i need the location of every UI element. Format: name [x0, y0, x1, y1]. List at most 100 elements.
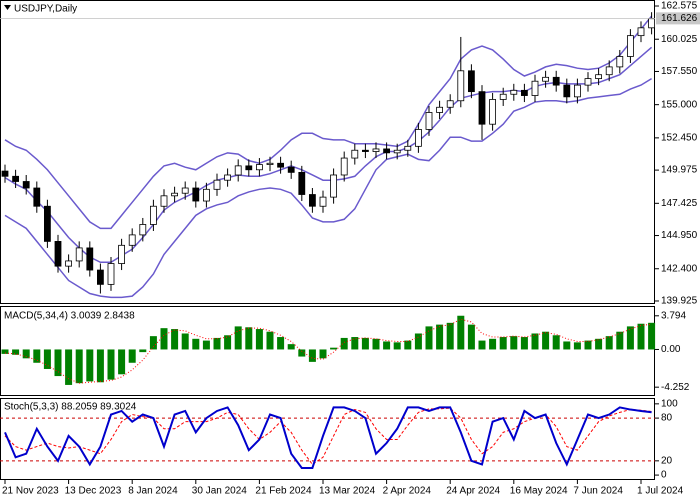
candle-body	[510, 89, 518, 95]
macd-bar	[552, 335, 560, 350]
macd-bar	[224, 335, 232, 350]
candle-body	[627, 35, 634, 57]
candle-body	[457, 70, 465, 102]
candle-body	[531, 80, 539, 96]
candle-body	[255, 164, 263, 171]
candle-body	[213, 179, 221, 190]
candle-body	[595, 74, 602, 80]
y-tick-label: 144.950	[661, 230, 698, 241]
macd-bar	[1, 349, 9, 354]
candle-body	[351, 149, 359, 159]
macd-bar	[489, 338, 497, 350]
candle-body	[446, 100, 454, 108]
macd-panel-frame	[0, 306, 655, 396]
macd-bar	[340, 337, 348, 350]
macd-bar	[128, 349, 136, 363]
candle-body	[361, 149, 369, 152]
candle-body	[542, 76, 549, 82]
candle-body	[44, 205, 51, 242]
macd-bar	[266, 331, 274, 350]
macd-bar	[12, 349, 20, 355]
candle-body	[637, 27, 645, 37]
candle-body	[107, 263, 115, 285]
macd-bar	[436, 324, 444, 350]
candle-body	[648, 18, 655, 29]
macd-bar	[43, 349, 51, 369]
macd-bar	[171, 329, 179, 350]
macd-bar	[213, 337, 221, 350]
candle-body	[12, 175, 20, 182]
candle-body	[33, 187, 41, 207]
candle-body	[160, 195, 168, 207]
macd-bar	[520, 337, 528, 350]
macd-bar	[107, 349, 115, 380]
candle-body	[54, 241, 62, 267]
candle-body	[224, 174, 232, 181]
bollinger-lower	[4, 77, 652, 299]
x-tick-label: 7 Jun 2024	[573, 486, 623, 497]
candle-body	[287, 166, 295, 173]
macd-bar	[160, 328, 168, 350]
candle-body	[478, 91, 486, 125]
candle-body	[149, 205, 157, 225]
macd-bar	[637, 323, 645, 350]
macd-bar	[234, 326, 242, 350]
candle-body	[128, 234, 136, 246]
macd-title: MACD(5,34,4) 3.0039 2.8438	[4, 311, 135, 322]
macd-bar	[393, 342, 401, 350]
candle-body	[563, 84, 571, 98]
y-tick-label: 157.550	[661, 66, 698, 77]
candle-body	[552, 76, 560, 86]
bollinger-middle	[4, 46, 653, 263]
candle-body	[234, 165, 242, 176]
macd-bar	[499, 337, 507, 350]
macd-bar	[626, 326, 634, 350]
current-price-box	[656, 12, 700, 25]
candle-body	[202, 188, 210, 202]
macd-bar	[425, 326, 433, 350]
x-tick-label: 21 Feb 2024	[255, 486, 312, 497]
y-tick-label: 139.925	[661, 296, 698, 307]
candle-body	[86, 247, 94, 271]
candle-body	[383, 148, 391, 154]
macd-bar	[351, 337, 359, 350]
macd-bar	[648, 322, 656, 350]
macd-bar	[308, 349, 316, 362]
macd-bar	[298, 349, 306, 357]
macd-signal	[4, 318, 652, 384]
x-tick-label: 24 Apr 2024	[446, 486, 500, 497]
x-tick-label: 13 Dec 2023	[65, 486, 122, 497]
y-tick-label: 0.00	[661, 344, 681, 355]
x-tick-label: 16 May 2024	[510, 486, 568, 497]
y-tick-label: 142.400	[661, 263, 698, 274]
candle-body	[65, 260, 72, 267]
candle-body	[192, 187, 200, 202]
candle-body	[521, 89, 528, 96]
macd-bar	[414, 333, 422, 350]
candle-body	[139, 224, 147, 236]
y-tick-label: 3.794	[661, 310, 686, 321]
macd-bar	[457, 315, 465, 350]
candle-body	[118, 244, 125, 264]
candle-body	[245, 165, 253, 171]
macd-bar	[467, 324, 475, 350]
stoch-main	[4, 406, 652, 469]
x-tick-label: 30 Jan 2024	[192, 486, 247, 497]
candle-body	[616, 56, 624, 68]
macd-bar	[404, 340, 412, 350]
x-tick-label: 1 Jul 2024	[637, 486, 684, 497]
candle-body	[404, 145, 412, 151]
macd-bar	[33, 349, 41, 363]
macd-bar	[531, 333, 539, 350]
y-tick-label: 80	[661, 413, 673, 424]
macd-bar	[287, 344, 295, 350]
y-tick-label: 147.425	[661, 198, 698, 209]
candle-body	[1, 170, 9, 177]
candle-body	[330, 174, 338, 198]
macd-bar	[383, 341, 391, 350]
candle-body	[584, 78, 592, 86]
candle-body	[489, 99, 497, 125]
y-tick-label: 162.575	[661, 1, 698, 12]
candle-body	[414, 129, 422, 147]
